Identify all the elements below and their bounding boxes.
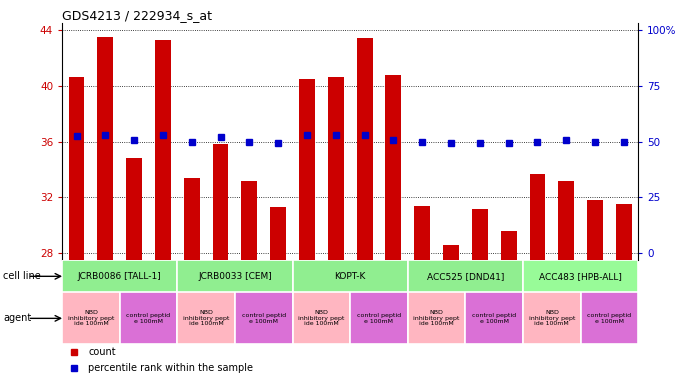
Bar	[213, 144, 228, 260]
Text: ACC483 [HPB-ALL]: ACC483 [HPB-ALL]	[539, 272, 622, 281]
Bar	[270, 207, 286, 260]
Bar	[523, 260, 638, 293]
Bar	[299, 79, 315, 260]
Bar	[235, 293, 293, 344]
Bar	[581, 293, 638, 344]
Text: cell line: cell line	[3, 271, 41, 281]
Bar	[177, 260, 293, 293]
Bar	[293, 260, 408, 293]
Text: control peptid
e 100mM: control peptid e 100mM	[357, 313, 401, 324]
Text: agent: agent	[3, 313, 32, 323]
Text: control peptid
e 100mM: control peptid e 100mM	[587, 313, 631, 324]
Bar	[414, 206, 430, 260]
Text: NBD
inhibitory pept
ide 100mM: NBD inhibitory pept ide 100mM	[298, 310, 344, 326]
Bar	[616, 204, 632, 260]
Bar	[529, 174, 545, 260]
Bar	[523, 293, 581, 344]
Bar	[62, 293, 120, 344]
Bar	[386, 74, 402, 260]
Text: control peptid
e 100mM: control peptid e 100mM	[126, 313, 170, 324]
Text: NBD
inhibitory pept
ide 100mM: NBD inhibitory pept ide 100mM	[413, 310, 460, 326]
Text: NBD
inhibitory pept
ide 100mM: NBD inhibitory pept ide 100mM	[183, 310, 229, 326]
Bar	[126, 158, 142, 260]
Text: JCRB0086 [TALL-1]: JCRB0086 [TALL-1]	[78, 272, 161, 281]
Text: ACC525 [DND41]: ACC525 [DND41]	[426, 272, 504, 281]
Bar	[62, 260, 177, 293]
Bar	[155, 40, 171, 260]
Text: control peptid
e 100mM: control peptid e 100mM	[241, 313, 286, 324]
Bar	[177, 293, 235, 344]
Bar	[120, 293, 177, 344]
Bar	[587, 200, 603, 260]
Bar	[501, 231, 517, 260]
Bar	[68, 78, 84, 260]
Text: NBD
inhibitory pept
ide 100mM: NBD inhibitory pept ide 100mM	[68, 310, 114, 326]
Bar	[241, 180, 257, 260]
Bar	[184, 178, 199, 260]
Bar	[97, 37, 113, 260]
Bar	[465, 293, 523, 344]
Bar	[558, 180, 574, 260]
Bar	[408, 293, 465, 344]
Bar	[443, 245, 459, 260]
Text: NBD
inhibitory pept
ide 100mM: NBD inhibitory pept ide 100mM	[529, 310, 575, 326]
Text: count: count	[88, 347, 116, 357]
Text: control peptid
e 100mM: control peptid e 100mM	[472, 313, 516, 324]
Bar	[350, 293, 408, 344]
Bar	[293, 293, 351, 344]
Bar	[328, 78, 344, 260]
Text: percentile rank within the sample: percentile rank within the sample	[88, 363, 253, 373]
Bar	[408, 260, 523, 293]
Text: GDS4213 / 222934_s_at: GDS4213 / 222934_s_at	[62, 9, 212, 22]
Text: KOPT-K: KOPT-K	[335, 272, 366, 281]
Text: JCRB0033 [CEM]: JCRB0033 [CEM]	[198, 272, 272, 281]
Bar	[357, 38, 373, 260]
Bar	[472, 209, 488, 260]
